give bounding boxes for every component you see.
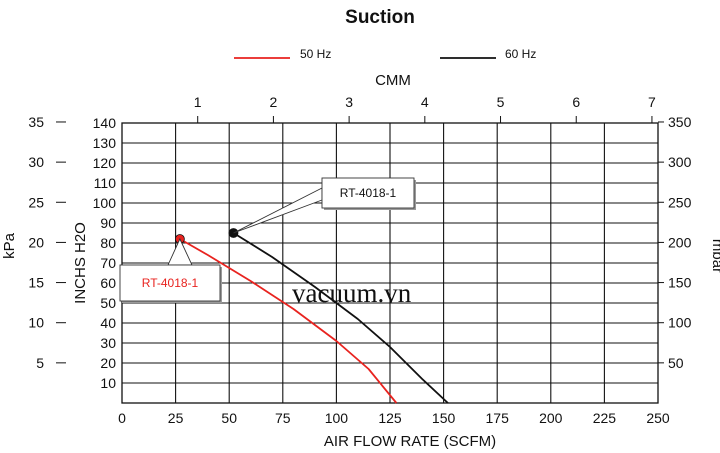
cmm-axis-label: CMM <box>375 72 411 89</box>
y-tick-label: 70 <box>100 255 116 271</box>
legend-label: 50 Hz <box>300 47 331 61</box>
mbar-tick-label: 250 <box>668 194 692 210</box>
annotation-callout: RT-4018-1 <box>119 237 222 303</box>
cmm-tick-label: 1 <box>194 94 202 110</box>
x-axis-ticks: 0 25 50 75 100 125 150 175 200 225 250 <box>118 410 670 426</box>
plot-frame <box>121 122 659 404</box>
watermark: vacuum.vn <box>292 278 412 308</box>
mbar-tick-label: 150 <box>668 275 692 291</box>
y-tick-label: 20 <box>100 355 116 371</box>
x-tick-label: 200 <box>539 410 563 426</box>
grid <box>122 123 658 403</box>
x-tick-label: 175 <box>486 410 510 426</box>
mbar-tick-label: 200 <box>668 234 692 250</box>
x-tick-label: 50 <box>221 410 237 426</box>
y-tick-label: 40 <box>100 315 116 331</box>
annotation-box <box>119 264 221 302</box>
annotation-label: RT-4018-1 <box>142 276 199 290</box>
annotation-pointer <box>233 187 323 234</box>
series-line <box>233 232 449 404</box>
x-tick-label: 250 <box>646 410 670 426</box>
annotation-label: RT-4018-1 <box>340 186 397 200</box>
y-tick-label: 110 <box>94 175 117 191</box>
kpa-tick-label: 30 <box>28 154 44 170</box>
y-tick-label: 120 <box>93 155 117 171</box>
y-tick-label: 140 <box>93 115 117 131</box>
series-lines <box>174 228 449 404</box>
kpa-tick-label: 20 <box>28 234 44 250</box>
x-tick-label: 125 <box>378 410 402 426</box>
kpa-axis-label: kPa <box>1 232 18 259</box>
y-tick-label: 10 <box>100 375 116 391</box>
cmm-tick-label: 2 <box>270 94 278 110</box>
kpa-tick-label: 35 <box>28 114 44 130</box>
annotations: RT-4018-1 RT-4018-1 <box>119 177 416 303</box>
legend-label: 60 Hz <box>505 47 536 61</box>
cmm-tick-label: 5 <box>497 94 505 110</box>
kpa-tick-label: 15 <box>28 275 44 291</box>
x-tick-label: 75 <box>275 410 291 426</box>
y-tick-label: 100 <box>93 195 117 211</box>
y-tick-label: 60 <box>100 275 116 291</box>
x-tick-label: 25 <box>168 410 184 426</box>
y-tick-label: 80 <box>100 235 116 251</box>
mbar-tick-label: 350 <box>668 114 692 130</box>
x-tick-label: 0 <box>118 410 126 426</box>
x-axis-label: AIR FLOW RATE (SCFM) <box>324 433 496 450</box>
cmm-axis-ticks: 1 2 3 4 5 6 7 <box>194 94 656 123</box>
kpa-tick-label: 5 <box>36 355 44 371</box>
mbar-tick-label: 50 <box>668 355 684 371</box>
y-tick-label: 50 <box>100 295 116 311</box>
mbar-tick-label: 100 <box>668 315 692 331</box>
y-tick-label: 130 <box>93 135 117 151</box>
y-axis-label: INCHS H2O <box>72 222 89 304</box>
cmm-tick-label: 4 <box>421 94 429 110</box>
kpa-axis-ticks: 5 10 15 20 25 30 35 <box>28 114 66 371</box>
x-tick-label: 150 <box>432 410 456 426</box>
y-axis-ticks: 10 20 30 40 50 60 70 80 90 100 110 120 130 140 <box>93 115 117 391</box>
chart-title: Suction <box>345 7 415 28</box>
x-tick-label: 100 <box>325 410 349 426</box>
mbar-axis-label: mbar <box>709 239 720 273</box>
annotation-callout: RT-4018-1 <box>233 177 416 234</box>
kpa-tick-label: 10 <box>28 315 44 331</box>
cmm-tick-label: 6 <box>572 94 580 110</box>
mbar-tick-label: 300 <box>668 154 692 170</box>
x-tick-label: 225 <box>593 410 617 426</box>
kpa-tick-label: 25 <box>28 194 44 210</box>
mbar-axis-ticks: 50 100 150 200 250 300 350 <box>658 114 692 371</box>
legend: 50 Hz 60 Hz <box>234 47 536 61</box>
y-tick-label: 30 <box>100 335 116 351</box>
series-line <box>179 238 398 404</box>
annotation-box <box>321 177 415 209</box>
cmm-tick-label: 7 <box>648 94 656 110</box>
y-tick-label: 90 <box>100 215 116 231</box>
cmm-tick-label: 3 <box>345 94 353 110</box>
